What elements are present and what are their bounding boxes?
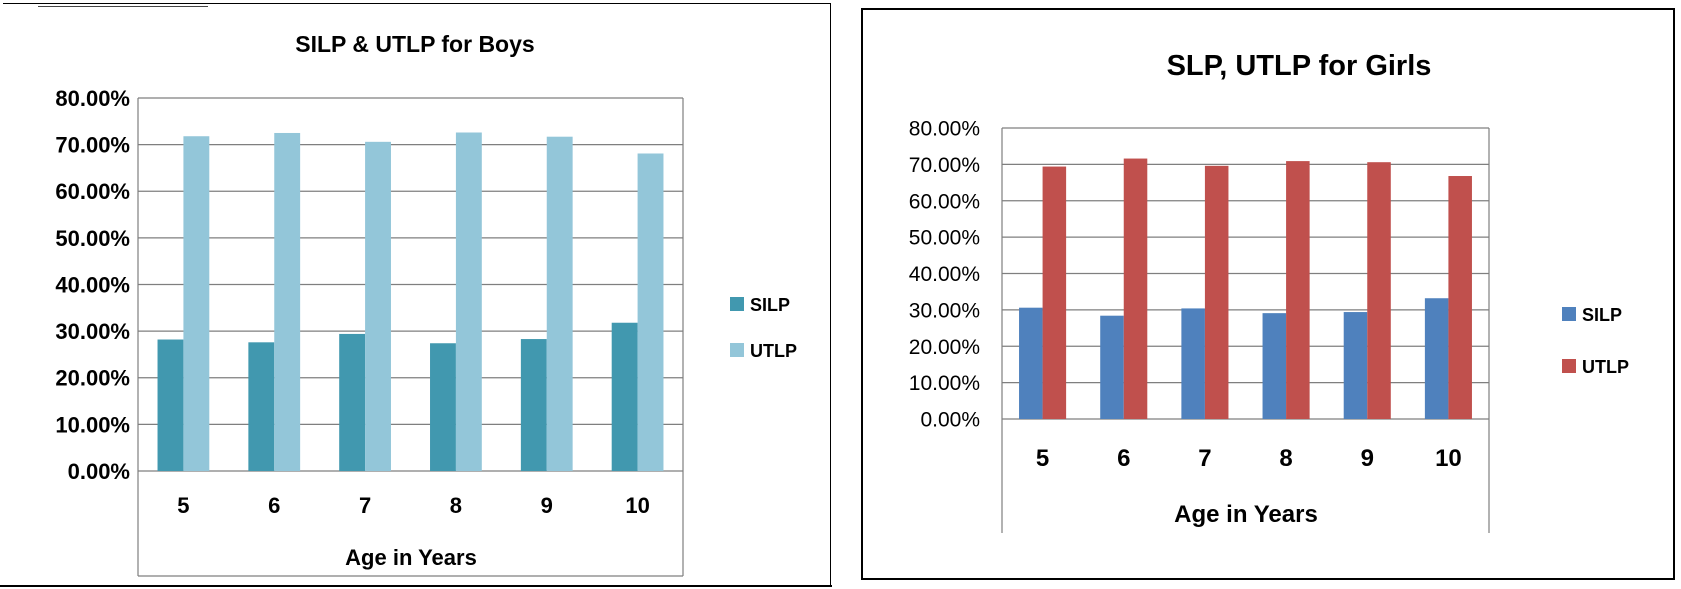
boys-x-tick-label: 9 [541, 493, 553, 518]
boys-x-tick-label: 5 [177, 493, 189, 518]
girls-legend-label-silp: SILP [1582, 305, 1622, 325]
boys-bar-silp-10 [611, 322, 638, 471]
girls-y-tick-label: 30.00% [909, 299, 980, 322]
girls-x-axis-title: Age in Years [1174, 501, 1318, 528]
boys-bar-silp-8 [430, 343, 456, 471]
boys-chart-title: SILP & UTLP for Boys [295, 31, 534, 57]
boys-y-tick-label: 20.00% [55, 366, 130, 391]
boys-bar-silp-6 [248, 342, 275, 471]
girls-bar-utlp-6 [1123, 158, 1148, 419]
girls-bar-utlp-9 [1367, 162, 1391, 419]
boys-bar-silp-7 [339, 333, 366, 471]
girls-legend-swatch-utlp [1562, 359, 1576, 373]
girls-bar-silp-5 [1019, 307, 1043, 419]
boys-y-tick-label: 30.00% [55, 319, 130, 344]
boys-legend-swatch-silp [730, 297, 744, 311]
girls-bar-silp-8 [1262, 313, 1287, 419]
girls-x-tick-label: 10 [1435, 445, 1462, 472]
boys-chart-frame-right [830, 3, 831, 585]
boys-chart-frame-top [3, 3, 830, 4]
boys-legend-swatch-utlp [730, 343, 744, 357]
boys-y-tick-label: 60.00% [55, 179, 130, 204]
boys-x-tick-label: 8 [450, 493, 462, 518]
girls-x-tick-label: 8 [1279, 445, 1292, 472]
girls-x-tick-label: 6 [1117, 445, 1130, 472]
girls-bar-utlp-10 [1448, 176, 1472, 419]
girls-bar-silp-10 [1424, 298, 1449, 419]
girls-y-tick-label: 70.00% [909, 154, 980, 177]
boys-y-tick-label: 80.00% [55, 86, 130, 111]
boys-bar-utlp-5 [183, 136, 210, 472]
girls-chart-title: SLP, UTLP for Girls [1167, 50, 1432, 82]
boys-chart-frame-bottom [0, 585, 832, 587]
boys-legend-label-utlp: UTLP [750, 341, 797, 361]
boys-bar-utlp-10 [637, 153, 664, 471]
boys-x-tick-label: 6 [268, 493, 280, 518]
girls-chart-frame [861, 8, 1675, 580]
girls-y-tick-label: 20.00% [909, 336, 980, 359]
boys-x-tick-label: 7 [359, 493, 371, 518]
girls-y-tick-label: 0.00% [920, 409, 980, 432]
girls-bar-silp-7 [1181, 308, 1205, 419]
girls-y-tick-label: 40.00% [909, 263, 980, 286]
girls-bar-utlp-5 [1042, 166, 1067, 419]
girls-y-tick-label: 80.00% [909, 118, 980, 141]
girls-legend-swatch-silp [1562, 307, 1576, 321]
boys-y-tick-label: 40.00% [55, 272, 130, 297]
page-header-rule [38, 0, 208, 7]
girls-legend-label-utlp: UTLP [1582, 357, 1629, 377]
boys-y-tick-label: 50.00% [55, 226, 130, 251]
girls-bar-silp-6 [1100, 315, 1124, 419]
boys-bar-utlp-8 [455, 132, 482, 471]
boys-bar-utlp-9 [546, 136, 573, 472]
girls-y-tick-label: 60.00% [909, 190, 980, 213]
girls-x-tick-label: 9 [1361, 445, 1374, 472]
girls-y-tick-label: 50.00% [909, 227, 980, 250]
boys-y-tick-label: 10.00% [55, 412, 130, 437]
girls-x-tick-label: 5 [1036, 445, 1049, 472]
boys-bar-utlp-7 [365, 141, 391, 471]
boys-bar-utlp-6 [274, 132, 301, 471]
girls-bar-utlp-7 [1204, 165, 1229, 419]
boys-y-tick-label: 0.00% [68, 459, 130, 484]
boys-bar-silp-9 [520, 339, 547, 471]
boys-x-tick-label: 10 [625, 493, 649, 518]
boys-legend-label-silp: SILP [750, 295, 790, 315]
girls-bar-silp-9 [1343, 312, 1368, 419]
girls-y-tick-label: 10.00% [909, 372, 980, 395]
girls-x-tick-label: 7 [1198, 445, 1211, 472]
boys-x-axis-title: Age in Years [345, 545, 477, 570]
boys-y-tick-label: 70.00% [55, 133, 130, 158]
girls-bar-utlp-8 [1286, 161, 1310, 419]
boys-bar-silp-5 [157, 339, 184, 471]
